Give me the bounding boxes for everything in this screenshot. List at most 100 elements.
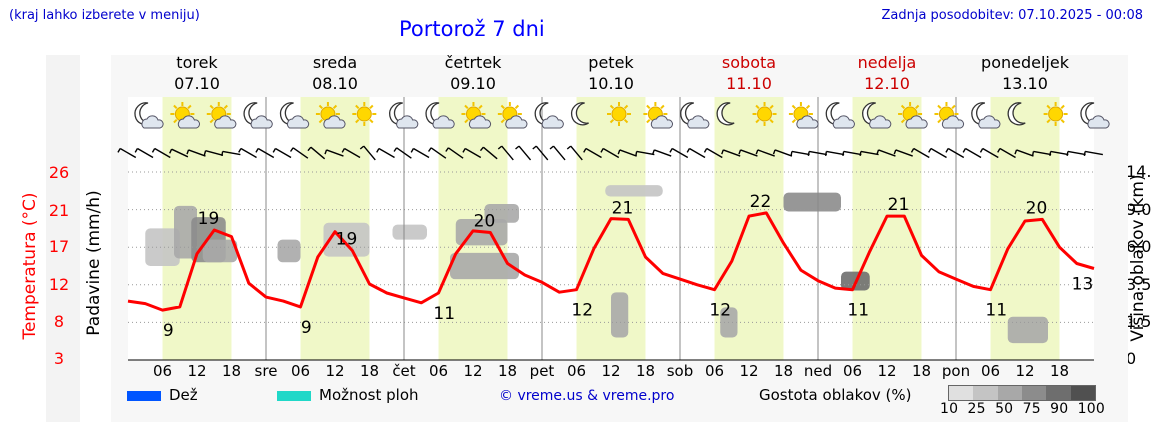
day-abbreviation: ned (804, 362, 832, 380)
wind-shaft (326, 149, 344, 157)
wind-barb (117, 147, 137, 159)
showers-legend-label: Možnost ploh (319, 386, 419, 404)
wind-barb (410, 147, 430, 159)
sun-ray (173, 118, 178, 124)
day-name: nedelja (858, 53, 917, 72)
wind-barb (842, 150, 862, 156)
cloud-height-tick: 14.5 (1126, 162, 1152, 181)
wind-shaft (482, 146, 498, 160)
temp-tick: 26 (48, 163, 70, 182)
sun-ray (500, 118, 505, 124)
temperature-label: 20 (1026, 198, 1048, 218)
temperature-label: 9 (163, 321, 174, 341)
moon-cloud-icon (534, 102, 564, 129)
wind-feather (997, 148, 1001, 153)
wind-shaft (843, 150, 862, 156)
wind-shaft (826, 150, 845, 156)
wind-feather (876, 149, 880, 155)
sun-icon (1043, 102, 1068, 126)
sun-ray (478, 104, 483, 110)
wind-feather (479, 146, 484, 152)
moon-shape (570, 102, 589, 126)
cloud-height-tick: 3.5 (1126, 275, 1152, 294)
wind-barb (859, 150, 879, 156)
wind-feather (117, 148, 121, 153)
temperature-label: 21 (888, 195, 910, 215)
wind-feather (652, 149, 655, 155)
hour-label: 06 (843, 362, 862, 380)
hour-label: 12 (601, 362, 620, 380)
wind-shaft (257, 147, 275, 159)
wind-shaft (860, 150, 879, 156)
temperature-label: 13 (1072, 275, 1094, 295)
sun-ray (173, 104, 178, 110)
temperature-label: 19 (198, 209, 220, 229)
wind-feather (238, 148, 242, 153)
wind-barb (790, 150, 810, 156)
sun-ray (318, 118, 323, 124)
wind-shaft (723, 149, 741, 157)
cloud-patch (202, 239, 238, 263)
day-date: 12.10 (864, 74, 910, 93)
temp-tick: 17 (48, 237, 70, 256)
wind-barb (979, 147, 999, 159)
wind-feather (738, 149, 742, 155)
wind-feather (169, 148, 173, 154)
cloud-shape (250, 115, 273, 129)
location-menu-hint[interactable]: (kraj lahko izberete v meniju) (9, 8, 200, 23)
wind-barb (324, 149, 344, 157)
wind-feather (979, 148, 984, 153)
wind-feather (186, 149, 190, 155)
wind-shaft (965, 147, 982, 159)
wind-feather (324, 149, 328, 155)
wind-barb (255, 147, 275, 159)
sun-ray (623, 118, 629, 124)
cloud-patch (1007, 316, 1048, 344)
wind-feather (445, 147, 449, 152)
wind-shaft (363, 145, 376, 161)
wind-shaft (535, 145, 549, 161)
wind-shaft (913, 147, 930, 159)
cloud-shape (650, 115, 673, 129)
wind-feather (566, 145, 572, 150)
sun-ray (1046, 118, 1051, 124)
day-date: 11.10 (726, 74, 772, 93)
sun-ray (915, 104, 920, 110)
day-date: 10.10 (588, 74, 634, 93)
hour-label: 06 (981, 362, 1000, 380)
wind-shaft (154, 147, 171, 159)
density-swatch (1021, 386, 1047, 400)
moon-icon (716, 102, 735, 126)
wind-feather (842, 151, 845, 156)
copyright-link[interactable]: © vreme.us & vreme.pro (499, 388, 675, 404)
page-title: Portorož 7 dni (399, 17, 545, 41)
sun-ray (1060, 118, 1065, 124)
wind-shaft (570, 145, 583, 161)
day-abbreviation: čet (392, 362, 415, 380)
hour-label: 06 (567, 362, 586, 380)
wind-barb (945, 147, 965, 159)
sun-ray (755, 104, 760, 110)
wind-barb (1031, 150, 1052, 156)
wind-feather (945, 148, 949, 153)
wind-feather (790, 151, 793, 156)
wind-barb (1083, 150, 1103, 156)
sun-ray (514, 104, 520, 110)
wind-feather (532, 145, 537, 150)
sun-ray (209, 104, 214, 110)
wind-barb (824, 150, 845, 156)
sun-ray (500, 104, 505, 110)
cloud-shape (869, 115, 892, 129)
day-abbreviation: pet (530, 362, 555, 380)
cloud-shape (1087, 115, 1110, 129)
wind-shaft (1016, 149, 1034, 157)
day-date: 08.10 (312, 74, 358, 93)
sun-ray (755, 118, 760, 124)
moon-cloud-icon (971, 102, 1001, 129)
sun-ray (1060, 104, 1065, 110)
moon-cloud-icon (243, 102, 273, 129)
sun-ray (937, 104, 942, 110)
wind-barb (617, 149, 637, 157)
wind-feather (255, 148, 259, 153)
